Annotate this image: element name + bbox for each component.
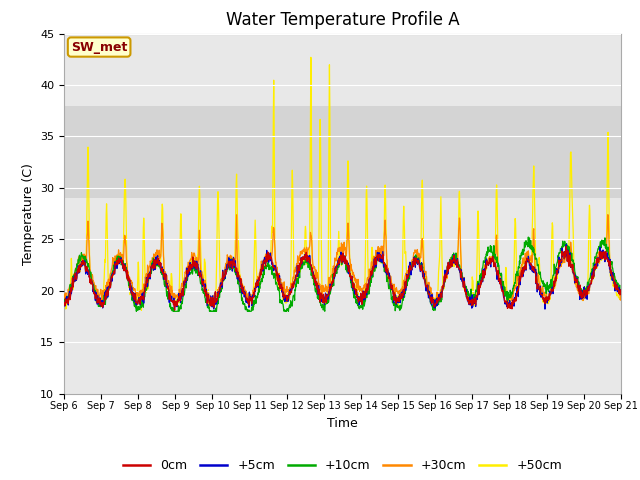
Legend: 0cm, +5cm, +10cm, +30cm, +50cm: 0cm, +5cm, +10cm, +30cm, +50cm: [118, 455, 567, 477]
X-axis label: Time: Time: [327, 417, 358, 430]
Y-axis label: Temperature (C): Temperature (C): [22, 163, 35, 264]
Text: SW_met: SW_met: [71, 40, 127, 54]
Title: Water Temperature Profile A: Water Temperature Profile A: [225, 11, 460, 29]
Bar: [64, 106, 621, 198]
